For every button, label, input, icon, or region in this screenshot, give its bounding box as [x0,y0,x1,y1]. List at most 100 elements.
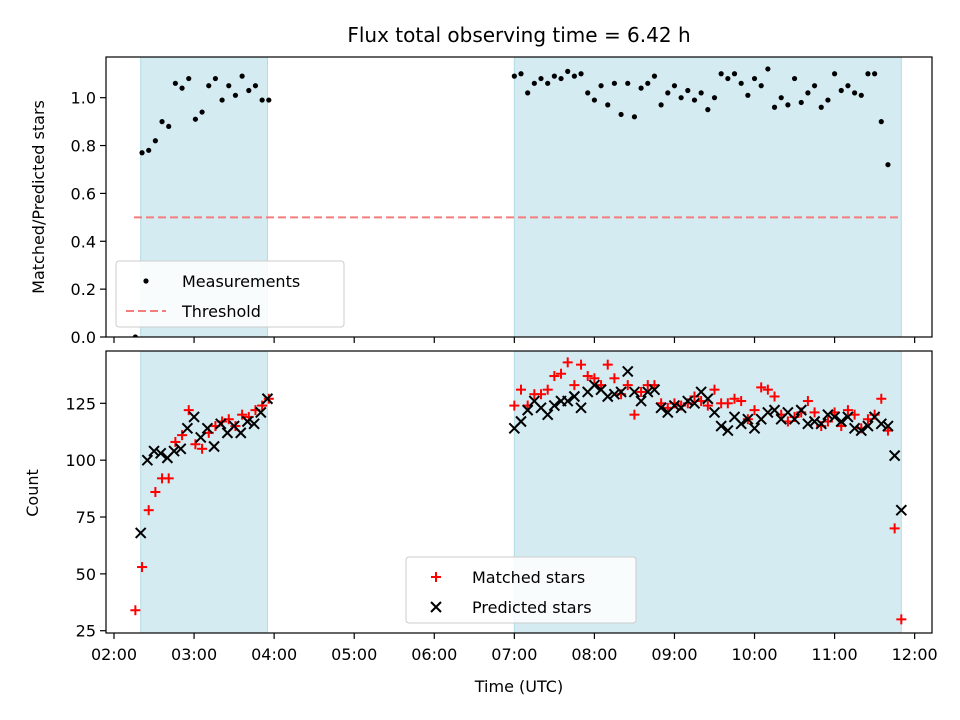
data-point [170,436,181,447]
data-point [259,97,265,103]
plot-area [130,357,908,625]
data-point [762,384,773,395]
data-point [736,396,747,407]
data-point [618,111,624,118]
ratio-panel: 0.0 0.2 0.4 0.6 0.8 1.0 Measurements Threshold [71,56,933,347]
data-point [855,424,867,437]
count-panel: 25 50 75 100 125 02:00 03:00 04:00 05:00 06:00 07:… [65,350,938,664]
data-point [715,420,727,432]
data-point [179,85,185,91]
data-point [609,373,620,384]
data-point [241,415,254,428]
data-point [186,75,192,82]
data-point [862,420,874,432]
data-point [809,407,820,418]
data-point [771,104,778,110]
data-point [722,398,733,409]
data-point [591,97,597,103]
y-tick-label: 0.4 [71,232,96,251]
data-point [197,443,208,454]
data-point [137,562,148,573]
data-point [177,430,188,441]
data-point [645,80,651,86]
data-point [842,405,853,416]
data-point [605,102,611,108]
data-point [785,102,791,108]
data-point [685,87,691,94]
observing-window-1 [513,56,902,338]
data-point [889,523,900,534]
data-point [622,380,633,391]
data-point [252,83,259,89]
data-point [175,443,187,455]
data-point [588,379,601,391]
data-point [731,71,738,77]
data-point [261,393,274,405]
plot-area [132,66,902,337]
data-point [561,395,574,407]
data-point [143,505,154,516]
x-tick-label: 05:00 [331,645,377,664]
legend-box [115,260,345,328]
x-axis-label: Time (UTC) [474,677,563,696]
legend-label: Measurements [182,272,300,291]
data-point [172,80,178,86]
data-point [569,380,580,391]
data-point [589,373,600,384]
data-point [199,109,205,115]
data-point [188,411,200,423]
data-point [598,83,604,89]
data-point [625,80,631,86]
data-point [651,73,658,79]
data-point [541,408,554,421]
data-point [838,87,844,94]
data-point [725,75,731,82]
data-point [531,80,537,86]
data-point [845,83,851,89]
data-point [155,447,167,460]
x-tick-label: 03:00 [171,645,217,664]
data-point [858,92,864,98]
data-point [848,422,861,435]
data-point [702,393,714,405]
data-point [578,71,584,77]
data-point [565,68,571,74]
data-point [562,357,573,368]
data-point [756,382,767,393]
data-point [602,359,613,370]
data-point [576,359,587,370]
data-point [509,400,520,411]
data-point [749,405,760,416]
x-tick-label: 09:00 [651,645,697,664]
data-point [738,80,744,86]
data-point [852,90,858,96]
data-point [585,90,591,96]
data-point [709,384,720,395]
data-point [872,71,878,77]
data-point [788,413,801,425]
data-point [538,75,544,82]
data-point [795,404,807,416]
x-tick-label: 11:00 [812,645,858,664]
data-point [631,114,638,120]
data-point [875,418,887,430]
data-point [629,409,640,420]
y-tick-label: 25 [76,622,96,641]
data-point [551,73,557,79]
data-point [735,418,747,430]
data-point [152,138,158,144]
data-point [635,395,647,407]
data-point [815,418,827,430]
data-point [212,75,219,82]
data-point [762,406,774,419]
data-point [896,614,907,625]
data-point [711,95,718,101]
data-point [638,85,644,91]
data-point [805,90,811,96]
data-point [163,473,174,484]
series-measurements [132,66,891,337]
data-point [150,487,161,497]
legend-label: Threshold [181,302,261,321]
legend-marker [143,278,149,284]
